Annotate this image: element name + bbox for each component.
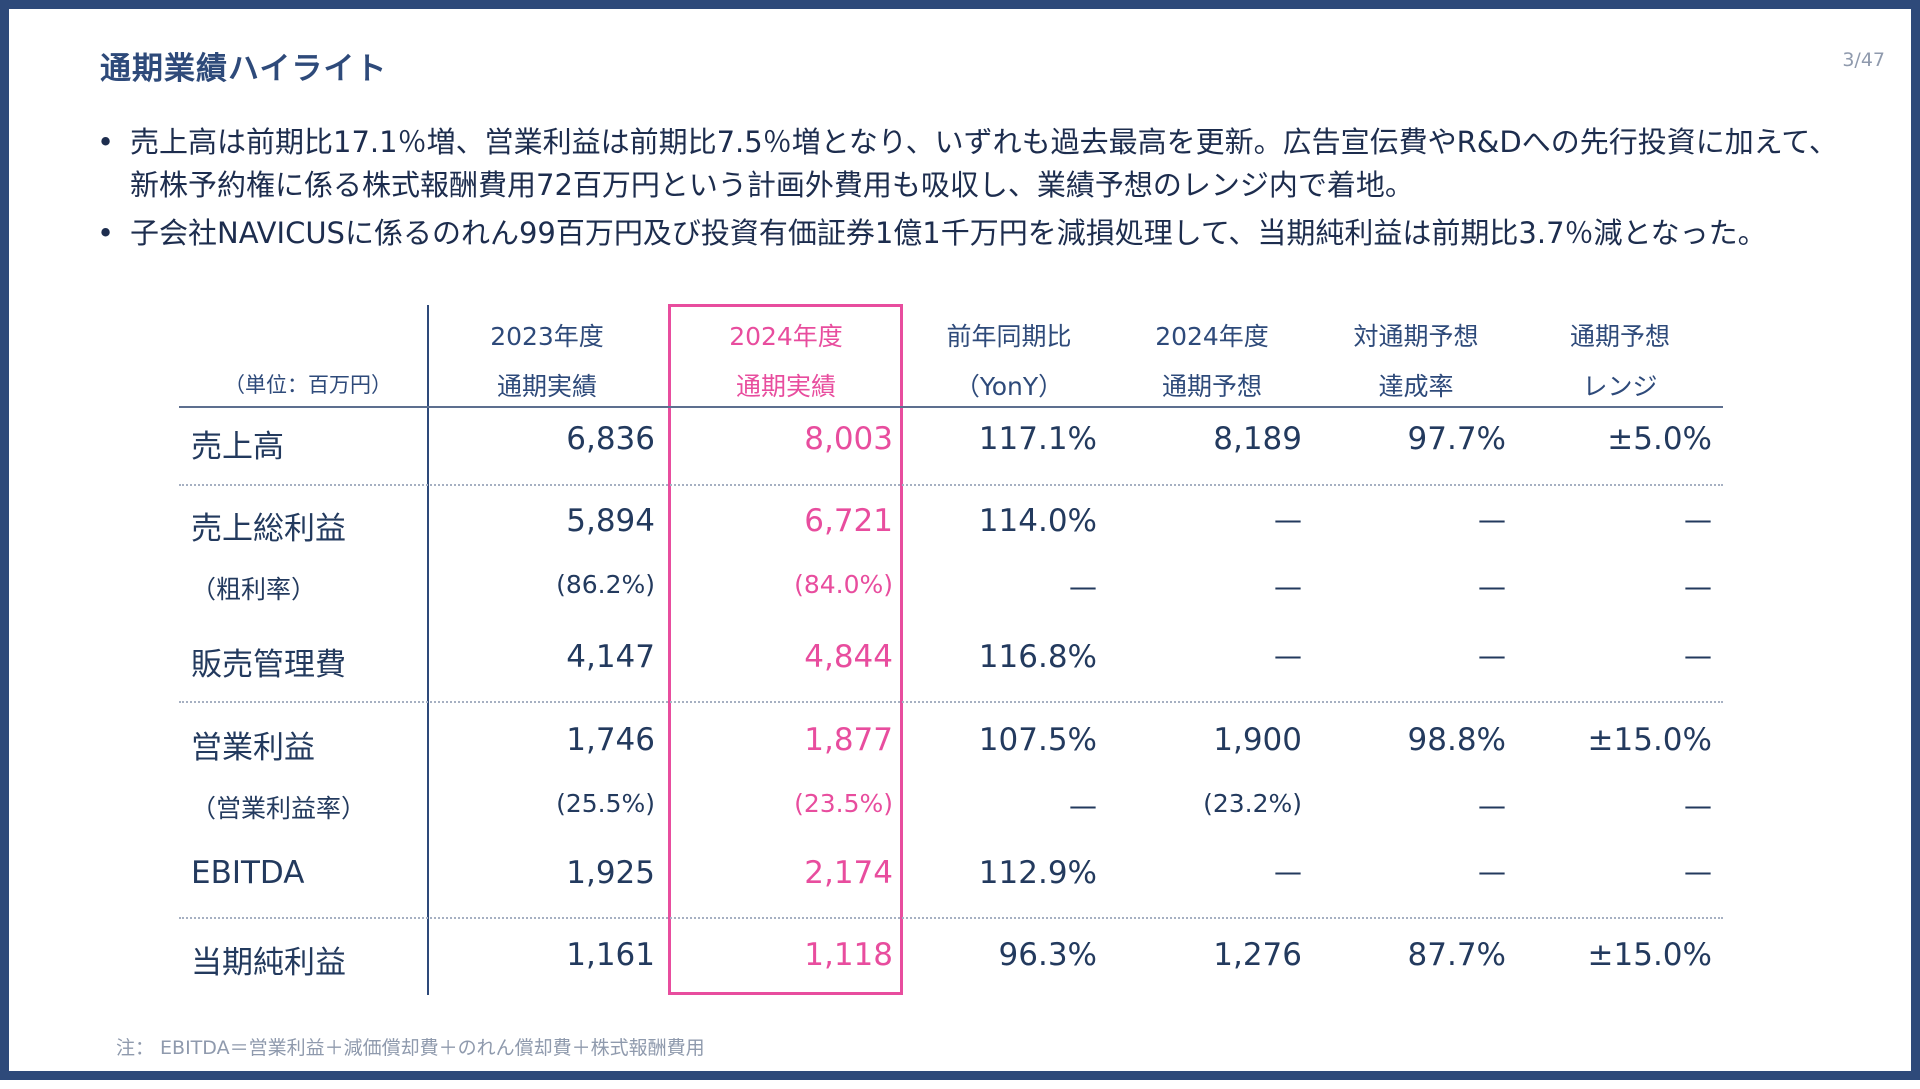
table-cell: —	[1684, 639, 1712, 672]
table-cell: 1,746	[566, 722, 655, 758]
table-cell: 2,174	[804, 855, 893, 891]
table-cell: —	[1069, 570, 1097, 603]
column-header-line1: 2024年度	[1155, 322, 1269, 351]
table-cell: ±15.0%	[1587, 722, 1712, 758]
table-cell: —	[1684, 789, 1712, 822]
table-cell: 117.1%	[978, 421, 1097, 457]
table-cell: —	[1274, 639, 1302, 672]
bullet-marker: •	[97, 216, 115, 250]
table-cell: —	[1478, 789, 1506, 822]
column-header-line2: 通期実績	[496, 372, 597, 401]
table-cell: 6,836	[566, 421, 655, 457]
column-header-line1: 2024年度	[729, 322, 843, 351]
page-number: 3/47	[1842, 49, 1885, 71]
column-header-line1: 対通期予想	[1353, 322, 1479, 351]
table-cell: 114.0%	[978, 503, 1097, 539]
unit-label: （単位：百万円）	[224, 373, 392, 397]
table-cell: —	[1478, 855, 1506, 888]
table-cell: 97.7%	[1407, 421, 1506, 457]
row-label: 当期純利益	[191, 945, 346, 981]
column-header-line2: レンジ	[1582, 372, 1658, 401]
table-cell: 1,900	[1213, 722, 1302, 758]
table-cell: —	[1684, 503, 1712, 536]
table-cell: —	[1478, 639, 1506, 672]
table-cell: 1,877	[804, 722, 893, 758]
table-cell: —	[1478, 503, 1506, 536]
column-header-line2: 通期予想	[1161, 372, 1262, 401]
table-cell: 98.8%	[1407, 722, 1506, 758]
bullet-item: • 売上高は前期比17.1％増、営業利益は前期比7.5％増となり、いずれも過去最…	[97, 121, 1857, 207]
table-cell: (25.5%)	[556, 789, 655, 818]
row-separator	[179, 484, 1723, 486]
label-column-divider	[427, 305, 429, 995]
row-separator	[179, 701, 1723, 703]
row-label: （粗利率）	[191, 575, 317, 604]
table-cell: 8,003	[804, 421, 893, 457]
row-label: 販売管理費	[191, 647, 346, 683]
footnote: 注： EBITDA＝営業利益＋減価償却費＋のれん償却費＋株式報酬費用	[116, 1037, 705, 1059]
table-cell: —	[1274, 503, 1302, 536]
bullet-text: 売上高は前期比17.1％増、営業利益は前期比7.5％増となり、いずれも過去最高を…	[130, 125, 1838, 202]
column-header-line2: 達成率	[1378, 372, 1454, 401]
results-table: （単位：百万円） 2023年度 通期実績 2024年度 通期実績 前年同期比 （YonY）…	[9, 9, 1920, 1089]
table-cell: —	[1684, 570, 1712, 603]
table-cell: —	[1478, 570, 1506, 603]
slide-title: 通期業績ハイライト	[100, 51, 388, 87]
row-separator	[179, 917, 1723, 919]
table-cell: —	[1684, 855, 1712, 888]
column-header-line1: 2023年度	[490, 322, 604, 351]
table-cell: 112.9%	[978, 855, 1097, 891]
row-label: 売上高	[191, 429, 284, 465]
table-cell: (86.2%)	[556, 570, 655, 599]
table-cell: —	[1274, 855, 1302, 888]
current-year-highlight-box	[668, 304, 903, 995]
table-cell: 6,721	[804, 503, 893, 539]
column-header-line1: 前年同期比	[946, 322, 1072, 351]
table-cell: 4,147	[566, 639, 655, 675]
row-label: （営業利益率）	[191, 794, 367, 823]
row-separator	[179, 406, 1723, 408]
bullet-marker: •	[97, 125, 115, 159]
column-header-line2: 通期実績	[735, 372, 836, 401]
column-header-line2: （YonY）	[954, 372, 1064, 401]
table-cell: —	[1274, 570, 1302, 603]
column-header-line1: 通期予想	[1569, 322, 1670, 351]
table-cell: 87.7%	[1407, 937, 1506, 973]
table-cell: 96.3%	[998, 937, 1097, 973]
table-cell: 116.8%	[978, 639, 1097, 675]
table-cell: 1,925	[566, 855, 655, 891]
table-cell: ±15.0%	[1587, 937, 1712, 973]
row-label: 売上総利益	[191, 511, 346, 547]
table-cell: 107.5%	[978, 722, 1097, 758]
bullet-item: • 子会社NAVICUSに係るのれん99百万円及び投資有価証券1億1千万円を減損…	[97, 212, 1857, 255]
table-cell: 1,276	[1213, 937, 1302, 973]
table-cell: (23.5%)	[794, 789, 893, 818]
table-cell: (84.0%)	[794, 570, 893, 599]
table-cell: ±5.0%	[1607, 421, 1712, 457]
table-cell: 4,844	[804, 639, 893, 675]
bullet-list: • 売上高は前期比17.1％増、営業利益は前期比7.5％増となり、いずれも過去最…	[97, 121, 1857, 260]
bullet-text: 子会社NAVICUSに係るのれん99百万円及び投資有価証券1億1千万円を減損処理…	[130, 216, 1767, 250]
table-cell: 1,118	[804, 937, 893, 973]
table-cell: (23.2%)	[1203, 789, 1302, 818]
table-cell: 5,894	[566, 503, 655, 539]
table-cell: —	[1069, 789, 1097, 822]
table-cell: 8,189	[1213, 421, 1302, 457]
row-label: 営業利益	[191, 730, 315, 766]
row-label: EBITDA	[191, 855, 305, 891]
table-cell: 1,161	[566, 937, 655, 973]
